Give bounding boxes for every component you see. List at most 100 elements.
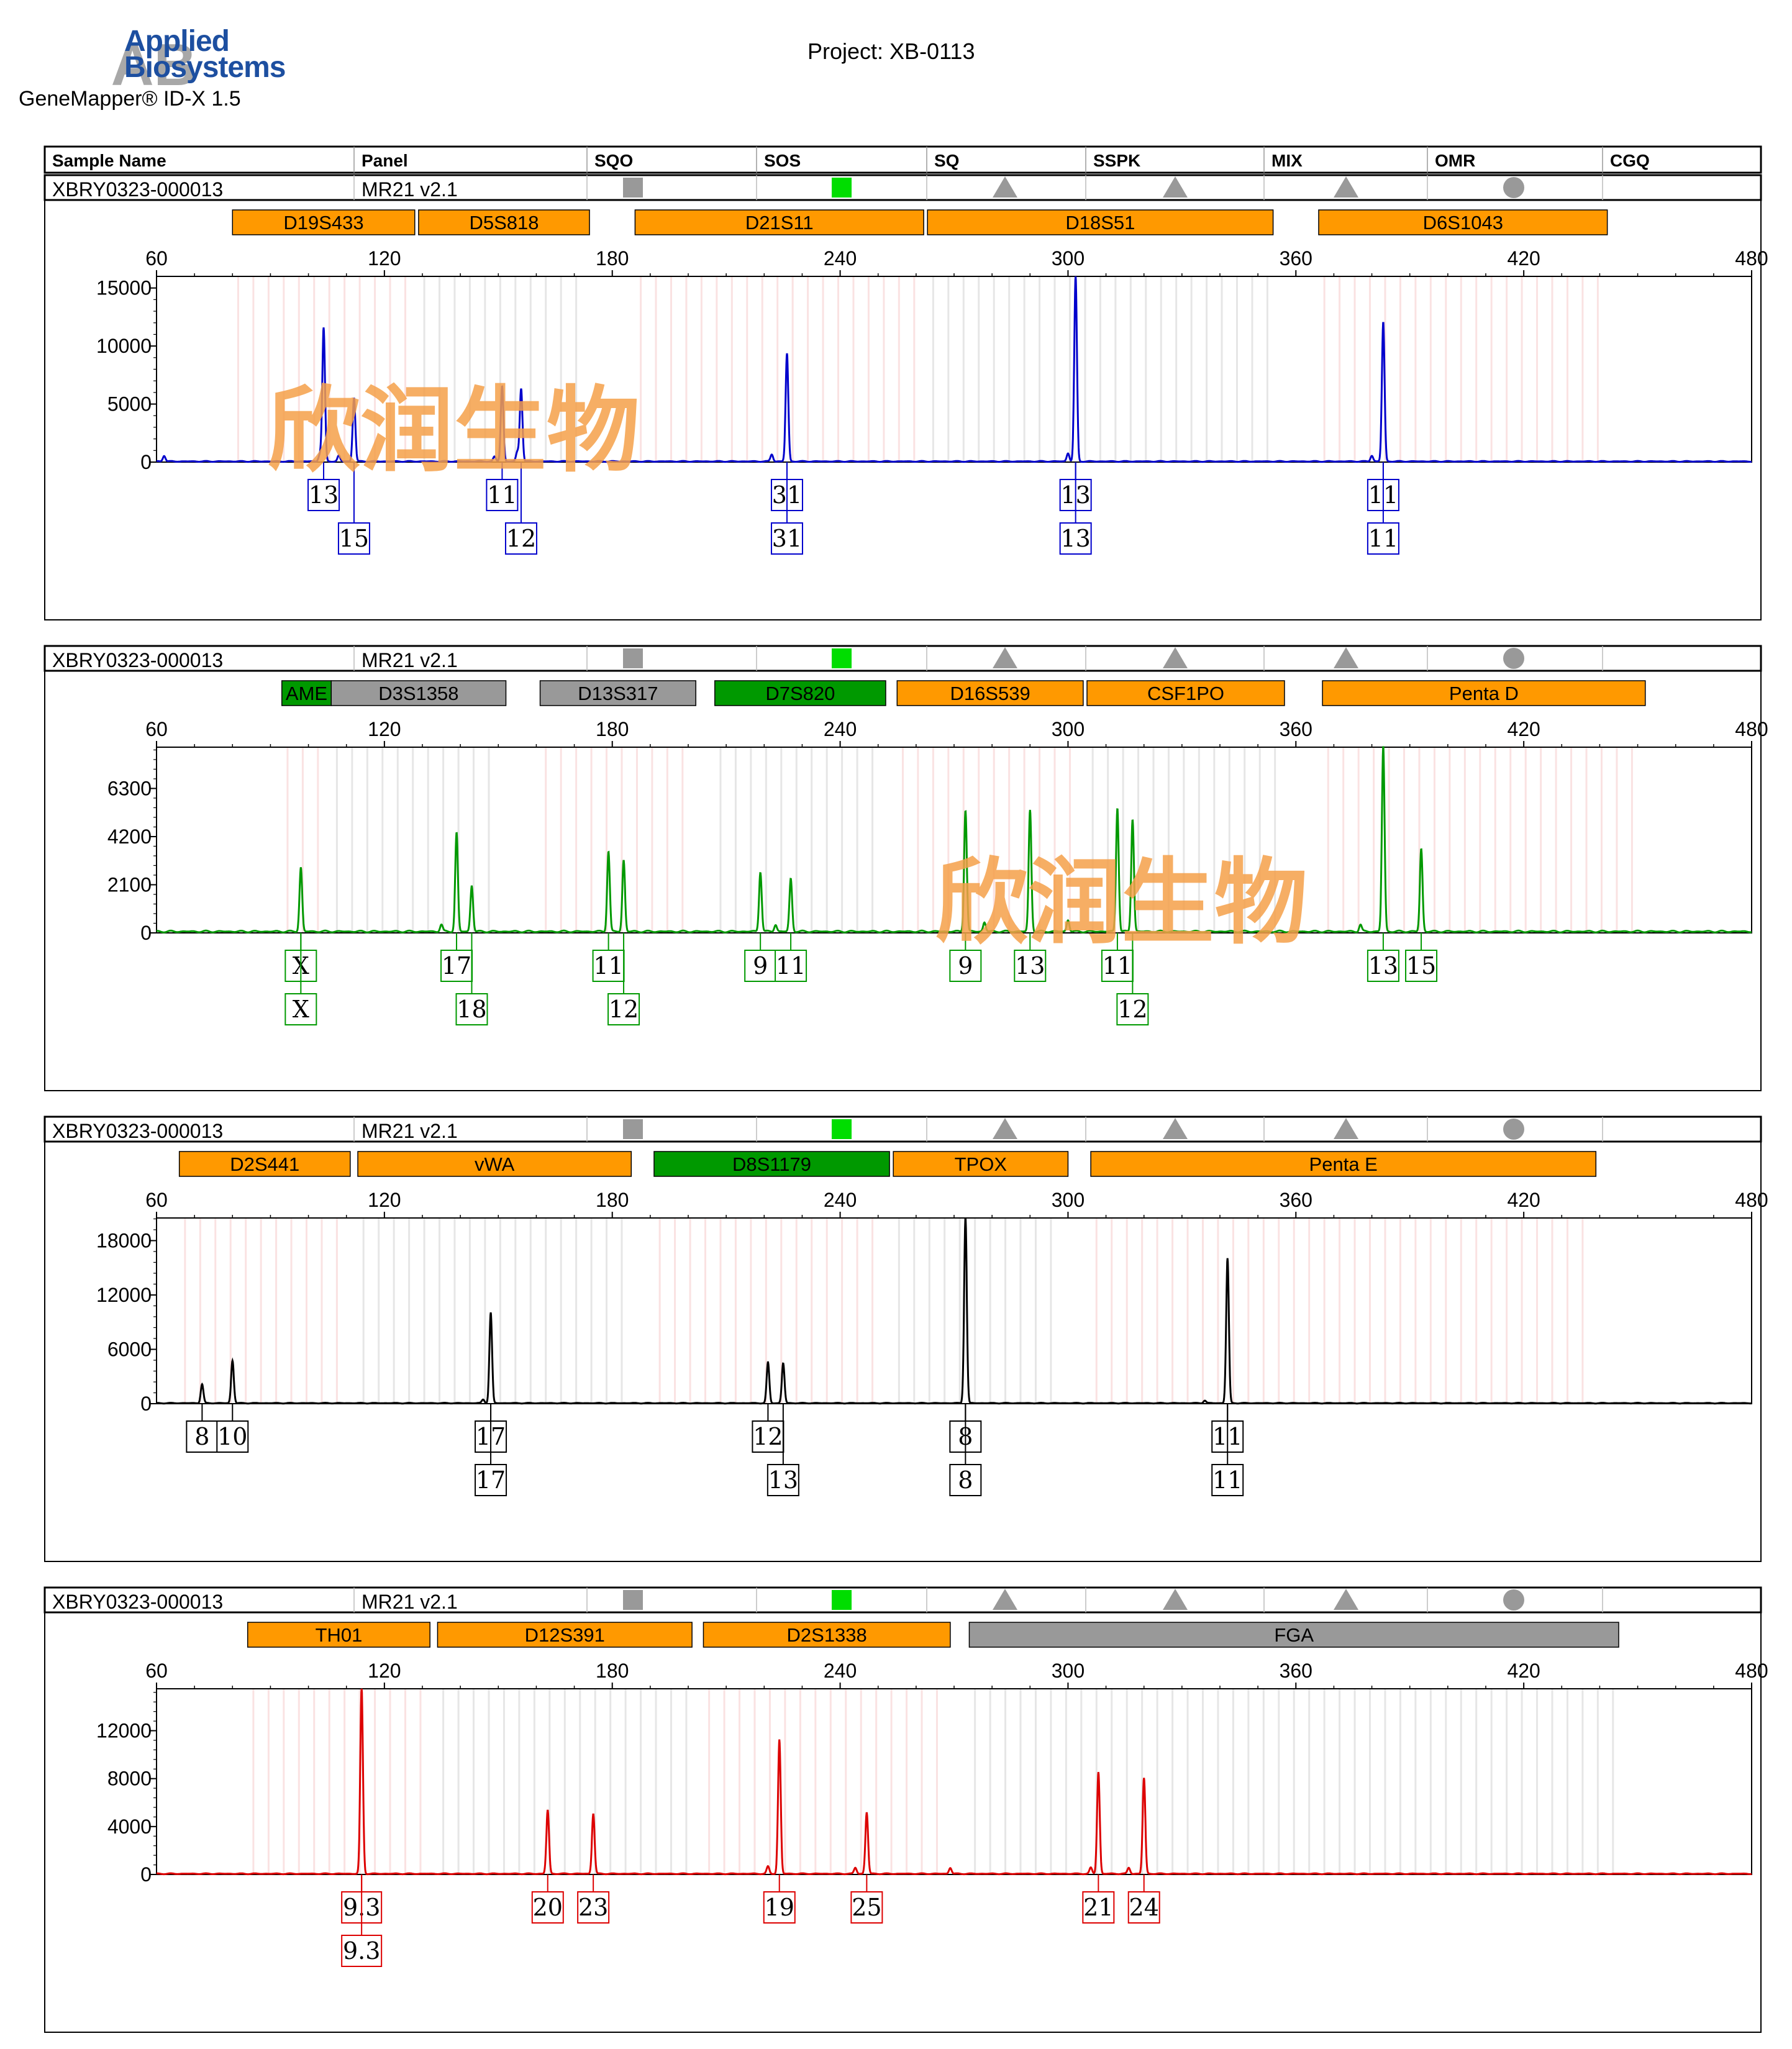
cgq-flag-circle: [1503, 1589, 1524, 1611]
allele-call-box: [577, 1891, 610, 1924]
x-tick-label: 60: [145, 1660, 168, 1682]
x-tick-label: 120: [368, 1189, 401, 1211]
marker-fga: [968, 1622, 1619, 1648]
marker-th01: [247, 1622, 430, 1648]
x-tick-label: 60: [145, 718, 168, 740]
allele-call-label: 13: [1060, 525, 1090, 552]
x-tick-label: 120: [368, 1660, 401, 1682]
table-header-row: [43, 145, 1762, 174]
x-tick-label: 360: [1280, 718, 1312, 740]
quality-flag-triangle: [1334, 1118, 1358, 1139]
sos-flag-gray-square: [623, 648, 643, 668]
quality-flag-triangle: [993, 647, 1017, 668]
marker-label: FGA: [1274, 1624, 1314, 1646]
marker-d2s441: [178, 1151, 351, 1177]
x-tick-label: 360: [1280, 1189, 1312, 1211]
marker-label: Penta D: [1449, 683, 1519, 704]
allele-call-label: 13: [768, 1466, 798, 1494]
x-tick-label: 360: [1280, 247, 1312, 270]
panel-frame: [44, 1141, 1762, 1562]
x-tick-label: 120: [368, 247, 401, 270]
quality-flag-triangle: [1334, 1589, 1358, 1610]
marker-d12s391: [437, 1622, 693, 1648]
allele-call-label: 17: [476, 1466, 506, 1494]
x-tick-label: 240: [824, 718, 857, 740]
quality-flag-triangle: [1163, 1118, 1188, 1139]
cgq-flag-circle: [1503, 177, 1524, 198]
plot-area: [156, 1688, 1752, 1875]
allele-call-label: 11: [487, 481, 517, 509]
allele-call-box: [440, 950, 473, 982]
allele-call-label: 8: [194, 1423, 209, 1450]
allele-call-label: 13: [1368, 952, 1398, 979]
y-tick-label: 6300: [107, 777, 152, 799]
y-tick-label: 12000: [96, 1720, 152, 1742]
sq-flag-green-square: [832, 1590, 852, 1610]
x-tick-label: 240: [824, 1660, 857, 1682]
x-tick-label: 300: [1052, 247, 1085, 270]
allele-call-label: 13: [309, 481, 339, 509]
allele-call-box: [1101, 950, 1134, 982]
sample-name: XBRY0323-000013: [52, 178, 223, 201]
allele-call-label: 11: [1368, 525, 1398, 552]
marker-d21s11: [634, 209, 924, 235]
sample-name: XBRY0323-000013: [52, 649, 223, 671]
x-tick-label: 300: [1052, 1189, 1085, 1211]
marker-penta-e: [1090, 1151, 1597, 1177]
marker-d5s818: [418, 209, 590, 235]
sample-info-row: [43, 1586, 1762, 1614]
applied-biosystems-logo: AB: [111, 32, 197, 92]
marker-d7s820: [714, 680, 886, 706]
marker-d6s1043: [1318, 209, 1608, 235]
x-tick-label: 240: [824, 1189, 857, 1211]
x-tick-label: 300: [1052, 1660, 1085, 1682]
y-tick-label: 6000: [107, 1338, 152, 1360]
allele-call-box: [766, 1464, 799, 1496]
x-tick-label: 480: [1735, 1189, 1768, 1211]
marker-label: TPOX: [955, 1153, 1007, 1175]
column-header: OMR: [1435, 151, 1475, 170]
logo-letters: AB: [111, 32, 197, 92]
cgq-flag-circle: [1503, 1119, 1524, 1140]
allele-call-label: 17: [442, 952, 471, 979]
allele-call-box: [1116, 993, 1149, 1025]
x-tick-label: 420: [1507, 1660, 1540, 1682]
allele-call-label: 31: [772, 525, 802, 552]
sos-flag-gray-square: [623, 1119, 643, 1139]
allele-call-label: 10: [217, 1423, 247, 1450]
marker-label: CSF1PO: [1147, 683, 1224, 704]
trace-line: [157, 276, 1752, 463]
allele-call-label: 9.3: [343, 1937, 380, 1965]
marker-ame: [281, 680, 332, 706]
x-tick-label: 120: [368, 718, 401, 740]
y-tick-label: 0: [140, 1393, 152, 1415]
column-header: SSPK: [1093, 151, 1140, 170]
allele-call-label: 15: [339, 525, 369, 552]
marker-label: AME: [286, 683, 327, 704]
marker-label: Penta E: [1309, 1153, 1378, 1175]
column-header: MIX: [1271, 151, 1303, 170]
allele-call-box: [1059, 522, 1092, 555]
column-header: SQ: [934, 151, 959, 170]
allele-call-box: [1367, 950, 1399, 982]
quality-flag-triangle: [993, 176, 1017, 198]
panel-name: MR21 v2.1: [362, 1591, 458, 1613]
column-header: SQO: [594, 151, 633, 170]
x-tick-label: 480: [1735, 1660, 1768, 1682]
marker-label: D13S317: [578, 683, 658, 704]
allele-call-box: [216, 1420, 249, 1453]
marker-label: D21S11: [745, 212, 814, 234]
watermark-text: 欣润生物: [935, 849, 1308, 957]
allele-call-box: [1405, 950, 1438, 982]
quality-flag-triangle: [1334, 176, 1358, 198]
allele-call-label: 9: [958, 952, 973, 979]
x-tick-label: 480: [1735, 247, 1768, 270]
marker-label: D19S433: [283, 212, 363, 234]
marker-d2s1338: [703, 1622, 951, 1648]
marker-label: D7S820: [765, 683, 835, 704]
allele-call-box: [504, 522, 537, 555]
trace-line: [157, 1218, 1752, 1405]
quality-flag-triangle: [993, 1118, 1017, 1139]
allele-call-label: 23: [578, 1894, 608, 1921]
column-header: SOS: [764, 151, 801, 170]
